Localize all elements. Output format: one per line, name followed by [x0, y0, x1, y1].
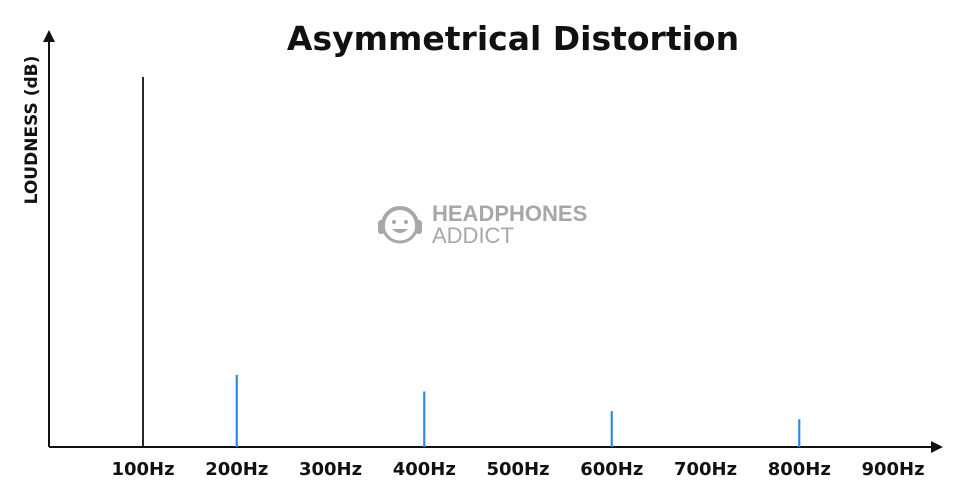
x-tick-label: 100Hz	[111, 459, 174, 480]
x-tick-label: 600Hz	[580, 459, 643, 480]
x-axis-arrow-icon	[931, 441, 943, 453]
watermark-line-2: ADDICT	[432, 223, 514, 248]
watermark-logo: HEADPHONES ADDICT	[378, 201, 587, 248]
x-tick-label: 200Hz	[205, 459, 268, 480]
x-tick-label: 300Hz	[299, 459, 362, 480]
x-tick-label: 400Hz	[393, 459, 456, 480]
bars	[142, 77, 801, 447]
x-tick-labels: 100Hz 200Hz 300Hz 400Hz 500Hz 600Hz 700Hz 800Hz…	[111, 459, 924, 480]
y-axis-arrow-icon	[43, 30, 55, 42]
chart-title: Asymmetrical Distortion	[287, 19, 739, 58]
x-tick-label: 700Hz	[674, 459, 737, 480]
x-tick-label: 500Hz	[486, 459, 549, 480]
x-tick-label: 900Hz	[861, 459, 924, 480]
y-axis-label: LOUDNESS (dB)	[22, 56, 42, 205]
x-tick-label: 800Hz	[768, 459, 831, 480]
watermark-line-1: HEADPHONES	[432, 201, 587, 226]
headphones-face-icon	[378, 206, 422, 244]
